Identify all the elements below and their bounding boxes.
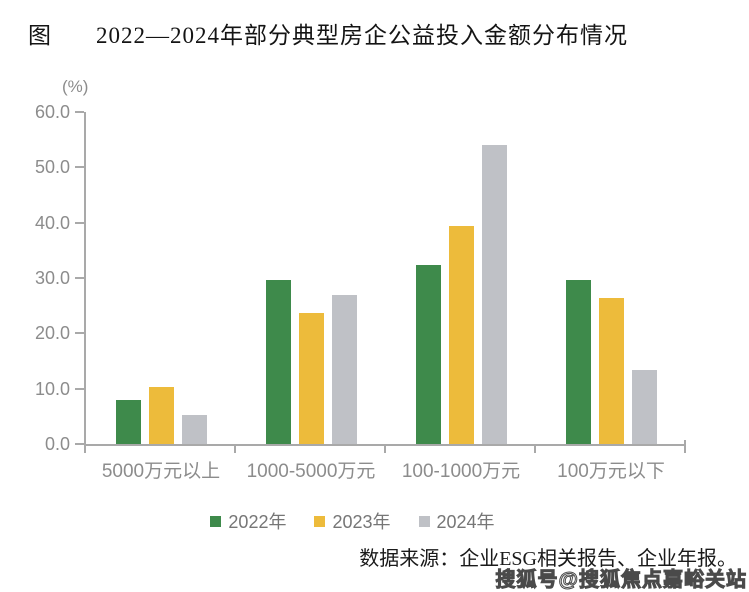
y-axis-tick-label: 10.0 [34,378,70,399]
x-axis-category-label: 5000万元以上 [101,461,221,482]
data-source-note: 数据来源：企业ESG相关报告、企业年报。 [359,548,737,570]
y-axis-tick [75,111,84,113]
bar-2023年-5000万元以上 [148,387,174,444]
bar-2022年-5000万元以上 [115,400,141,444]
y-axis-tick-label: 30.0 [34,268,70,288]
x-axis-tick [684,444,686,453]
bar-2023年-100万元以下 [598,298,624,444]
legend-label: 2023年 [332,512,391,532]
bar-2023年-1000-5000万元 [298,313,324,444]
x-axis-tick [534,444,536,453]
x-axis-tick [384,444,386,453]
y-axis-tick [75,166,84,169]
plot-area: 0.0 10.0 20.0 30.0 40.0 50.0 60.0 5000万元以上 1000-… [35,103,686,482]
legend-item-2023年: 2023年 [314,508,391,534]
bar-2024年-100万元以下 [631,370,657,444]
chart-legend: 2022年 2023年 2024年 [0,508,727,534]
y-axis-tick-label: 40.0 [34,212,70,233]
bar-group [236,112,386,444]
bar-2024年-1000-5000万元 [331,295,357,444]
x-axis-category-label: 100-1000万元 [401,461,521,482]
watermark: 搜狐号@搜狐焦点嘉峪关站 [495,569,747,592]
bar-group [536,112,686,444]
y-axis-tick [75,332,84,335]
bar-2023年-100-1000万元 [448,226,474,444]
legend-item-2024年: 2024年 [418,508,495,534]
bar-2022年-100-1000万元 [415,265,441,444]
x-axis-end-tick [684,440,686,444]
y-axis-tick-label: 60.0 [34,102,70,122]
figure-label: 图 [28,23,52,48]
y-axis-tick [75,443,84,445]
legend-swatch-icon [210,515,222,527]
y-axis-unit-label: (%) [62,77,89,96]
legend-swatch-icon [418,515,430,527]
bar-2022年-1000-5000万元 [265,280,291,444]
legend-label: 2024年 [436,512,495,532]
chart-title: 图 2022—2024年部分典型房企公益投入金额分布情况 [28,16,628,50]
y-axis-bottom-stub [84,444,86,453]
x-axis-category-label: 1000-5000万元 [246,461,376,482]
bar-2024年-100-1000万元 [481,145,507,444]
legend-item-2022年: 2022年 [210,508,286,534]
y-axis-tick-label: 50.0 [34,157,70,178]
figure-title-text: 2022—2024年部分典型房企公益投入金额分布情况 [96,23,628,48]
y-axis-tick-label: 0.0 [44,434,70,454]
bar-2022年-100万元以下 [565,280,591,444]
legend-swatch-icon [314,515,326,527]
bar-group [386,112,536,444]
y-axis-tick-label: 20.0 [34,323,70,344]
legend-label: 2022年 [228,512,287,532]
y-axis-tick [75,387,84,390]
x-axis-category-label: 100万元以下 [557,461,665,482]
y-axis-tick [75,277,84,279]
bar-2024年-5000万元以上 [181,415,207,444]
y-axis-tick [75,221,84,224]
x-axis-tick [234,444,236,453]
bar-group [86,112,236,444]
